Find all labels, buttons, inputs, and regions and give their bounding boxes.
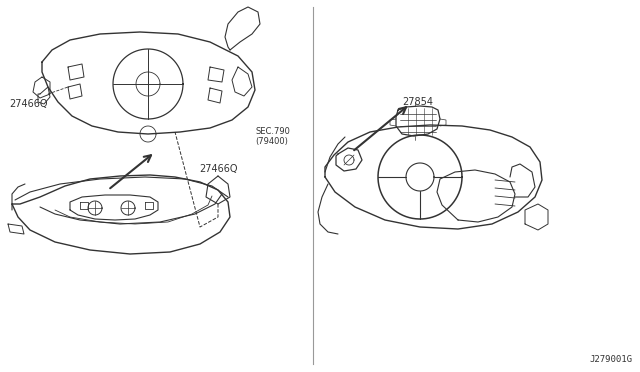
Text: 27854: 27854 [403,97,433,107]
Text: SEC.790
(79400): SEC.790 (79400) [255,127,290,147]
Text: 27466Q: 27466Q [9,99,47,109]
Text: 27466Q: 27466Q [199,164,237,174]
Text: J279001G: J279001G [589,355,632,364]
